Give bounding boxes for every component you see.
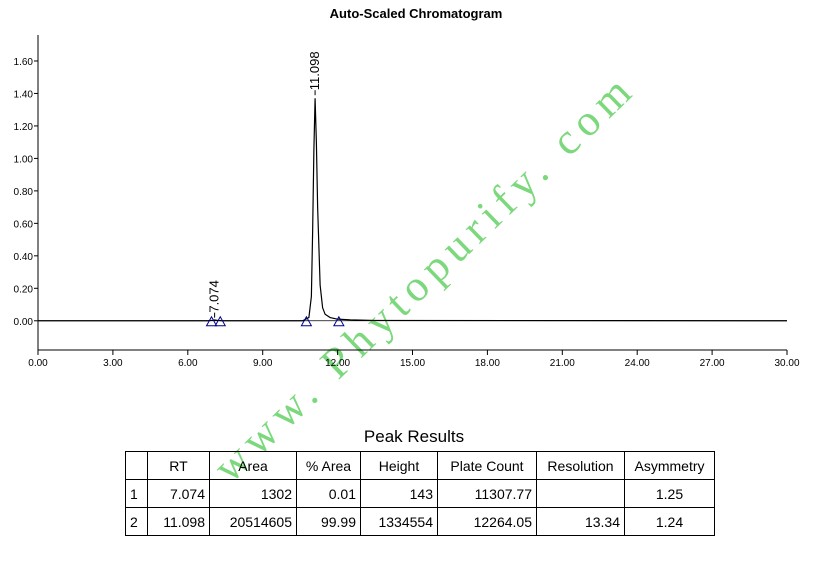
x-tick-label: 12.00 xyxy=(325,358,350,369)
header-cell: Plate Count xyxy=(437,451,537,480)
header-cell: Area xyxy=(209,451,297,480)
table-cell: 99.99 xyxy=(296,507,361,536)
x-tick-label: 3.00 xyxy=(103,358,123,369)
x-tick-label: 6.00 xyxy=(178,358,198,369)
y-tick-label: 0.40 xyxy=(14,252,34,263)
table-cell: 13.34 xyxy=(536,507,625,536)
table-cell: 7.074 xyxy=(147,479,210,508)
x-tick-label: 15.00 xyxy=(400,358,425,369)
table-cell: 12264.05 xyxy=(437,507,537,536)
table-cell: 11.098 xyxy=(147,507,210,536)
table-title: Peak Results xyxy=(363,427,465,446)
y-tick-label: 0.20 xyxy=(14,284,34,295)
plot: www. Phytopurify. com0.000.200.400.600.8… xyxy=(14,35,800,492)
y-tick-label: 1.40 xyxy=(14,89,34,100)
y-tick-label: 0.00 xyxy=(14,317,34,328)
table-cell: 1334554 xyxy=(360,507,438,536)
peak-label: 7.074 xyxy=(207,280,222,313)
header-cell: Height xyxy=(360,451,438,480)
chart-title: Auto-Scaled Chromatogram xyxy=(330,6,503,21)
peak-label: 11.098 xyxy=(307,51,322,90)
table-row: 2 11.098 20514605 99.99 1334554 12264.05 13.34… xyxy=(125,507,715,536)
table-cell: 1.25 xyxy=(624,479,715,508)
x-tick-label: 9.00 xyxy=(253,358,273,369)
table-cell: 2 xyxy=(125,507,148,536)
table-cell: 143 xyxy=(360,479,438,508)
x-tick-label: 0.00 xyxy=(28,358,48,369)
table-cell: 11307.77 xyxy=(437,479,537,508)
table-cell: 0.01 xyxy=(296,479,361,508)
header-cell: Resolution xyxy=(536,451,625,480)
x-tick-label: 24.00 xyxy=(625,358,650,369)
table-cell: 1.24 xyxy=(624,507,715,536)
x-tick-label: 21.00 xyxy=(550,358,575,369)
x-tick-label: 27.00 xyxy=(700,358,725,369)
table-cell xyxy=(536,479,625,508)
y-tick-label: 1.20 xyxy=(14,122,34,133)
x-tick-label: 30.00 xyxy=(774,358,799,369)
table-cell: 20514605 xyxy=(209,507,297,536)
header-cell: % Area xyxy=(296,451,361,480)
header-row: RT Area% Area Height Plate Count Resolution A… xyxy=(125,451,715,480)
header-cell: RT xyxy=(147,451,210,480)
y-tick-label: 1.00 xyxy=(14,154,34,165)
peak-marker xyxy=(300,315,313,327)
x-tick-label: 18.00 xyxy=(475,358,500,369)
y-tick-label: 0.80 xyxy=(14,187,34,198)
header-cell xyxy=(125,451,148,480)
peak-marker xyxy=(205,315,218,327)
table-row: 1 7.074 1302 0.01 143 11307.77 1.25 xyxy=(125,479,715,508)
peak-table: RT Area% Area Height Plate Count Resolution A… xyxy=(125,451,715,536)
peak-marker xyxy=(214,315,227,327)
table-cell: 1302 xyxy=(209,479,297,508)
y-tick-label: 1.60 xyxy=(14,57,34,68)
trace xyxy=(38,98,788,322)
table-cell: 1 xyxy=(125,479,148,508)
header-cell: Asymmetry xyxy=(624,451,715,480)
y-tick-label: 0.60 xyxy=(14,219,34,230)
peak-marker xyxy=(332,315,345,327)
